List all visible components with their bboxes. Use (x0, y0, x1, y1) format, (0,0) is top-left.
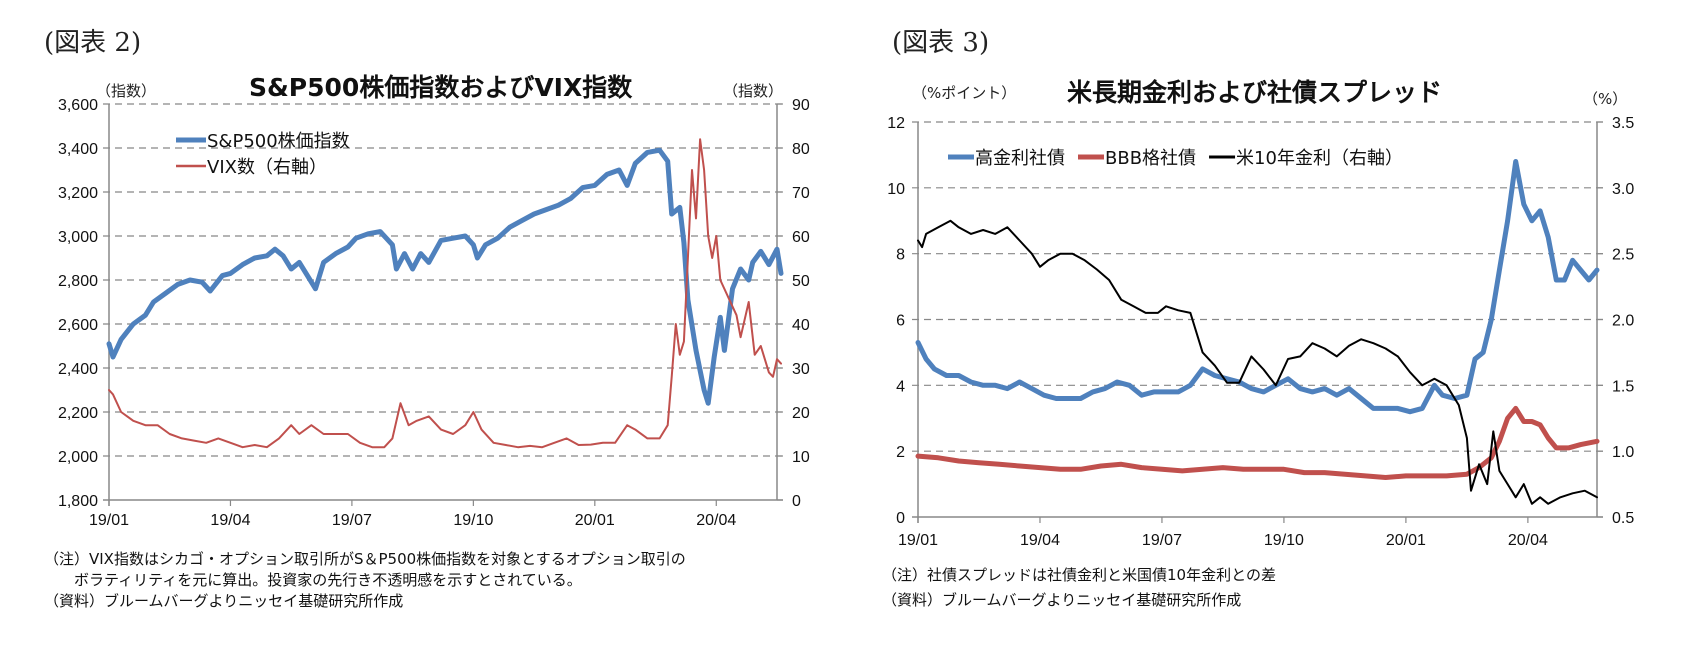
left-axis-tick-label: 3,400 (58, 141, 98, 158)
left-axis-tick-label: 3,600 (58, 97, 98, 114)
x-axis-tick-label: 19/04 (210, 512, 250, 529)
x-axis-tick-label: 20/01 (575, 512, 615, 529)
right-axis-tick-label: 1.0 (1612, 444, 1634, 461)
left-axis-tick-label: 2,200 (58, 405, 98, 422)
right-axis-tick-label: 50 (792, 273, 810, 290)
legend-label: VIX数（右軸） (207, 157, 327, 178)
right-axis-tick-label: 30 (792, 361, 810, 378)
chart-1: 1,800 2,000 2,200 2,400 2,600 2,800 3,000 3,200… (58, 97, 810, 529)
chart1-left-axis-unit: （指数） (96, 82, 157, 100)
chart2-right-axis-unit: （%） (1583, 90, 1628, 108)
right-axis-tick-label: 2.0 (1612, 313, 1634, 330)
x-axis-tick-label: 20/04 (696, 512, 736, 529)
right-axis-tick-label: 60 (792, 229, 810, 246)
right-axis-tick-label: 70 (792, 185, 810, 202)
figure2-source: （資料）ブルームバーグよりニッセイ基礎研究所作成 (44, 592, 404, 610)
legend-label: 高金利社債 (975, 148, 1065, 169)
series-line-1 (915, 159, 1600, 415)
chart2-title: 米長期金利および社債スプレッド (1067, 78, 1443, 107)
chart1-title: S&P500株価指数およびVIX指数 (249, 73, 633, 102)
left-axis-tick-label: 3,000 (58, 229, 98, 246)
left-axis-tick-label: 10 (887, 181, 905, 198)
left-axis-tick-label: 8 (896, 247, 905, 264)
chart1-right-axis-unit: （指数） (723, 82, 784, 100)
right-axis-tick-label: 3.0 (1612, 181, 1634, 198)
right-axis-tick-label: 10 (792, 449, 810, 466)
chart-2: 0 2 4 6 8 10 12 0.5 1.0 1.5 2.0 2.5 3.0 3.5 19/01 19/04… (887, 115, 1634, 549)
right-axis-tick-label: 40 (792, 317, 810, 334)
left-axis-tick-label: 4 (896, 378, 905, 395)
x-axis-tick-label: 19/07 (1142, 532, 1182, 549)
left-axis-tick-label: 3,200 (58, 185, 98, 202)
right-axis-tick-label: 3.5 (1612, 115, 1634, 132)
right-axis-tick-label: 80 (792, 141, 810, 158)
x-axis-tick-label: 20/04 (1508, 532, 1548, 549)
left-axis-tick-label: 2,000 (58, 449, 98, 466)
x-axis-tick-label: 19/01 (898, 532, 938, 549)
right-axis-tick-label: 90 (792, 97, 810, 114)
right-axis-tick-label: 0 (792, 493, 801, 510)
series-line-2 (108, 138, 782, 449)
left-axis-tick-label: 12 (887, 115, 905, 132)
figure2-note-2: ボラティリティを元に算出。投資家の先行き不透明感を示すとされている。 (44, 571, 582, 589)
figure3-source: （資料）ブルームバーグよりニッセイ基礎研究所作成 (882, 591, 1242, 609)
left-axis-tick-label: 2,600 (58, 317, 98, 334)
series-line-1 (106, 147, 784, 406)
left-axis-tick-label: 0 (896, 510, 905, 527)
x-axis-tick-label: 19/07 (332, 512, 372, 529)
right-axis-tick-label: 2.5 (1612, 247, 1634, 264)
left-axis-tick-label: 6 (896, 313, 905, 330)
figure3-label: (図表 3) (892, 28, 990, 58)
legend-label: 米10年金利（右軸） (1236, 148, 1403, 169)
figure2-note-1: （注）VIX指数はシカゴ・オプション取引所がS＆P500株価指数を対象とするオプ… (44, 550, 686, 568)
series-line-2 (915, 405, 1600, 480)
right-axis-tick-label: 0.5 (1612, 510, 1634, 527)
left-axis-tick-label: 1,800 (58, 493, 98, 510)
legend-label: BBB格社債 (1105, 148, 1196, 169)
figure3-note-1: （注）社債スプレッドは社債金利と米国債10年金利との差 (882, 566, 1276, 584)
left-axis-tick-label: 2 (896, 444, 905, 461)
x-axis-tick-label: 20/01 (1386, 532, 1426, 549)
figure2-label: (図表 2) (44, 28, 142, 58)
legend-label: S&P500株価指数 (207, 131, 350, 152)
x-axis-tick-label: 19/01 (89, 512, 129, 529)
right-axis-tick-label: 1.5 (1612, 378, 1634, 395)
x-axis-tick-label: 19/10 (1264, 532, 1304, 549)
x-axis-tick-label: 19/04 (1020, 532, 1060, 549)
left-axis-tick-label: 2,400 (58, 361, 98, 378)
left-axis-tick-label: 2,800 (58, 273, 98, 290)
series-line-3 (917, 219, 1598, 505)
x-axis-tick-label: 19/10 (453, 512, 493, 529)
right-axis-tick-label: 20 (792, 405, 810, 422)
chart2-left-axis-unit: （%ポイント） (912, 84, 1017, 102)
